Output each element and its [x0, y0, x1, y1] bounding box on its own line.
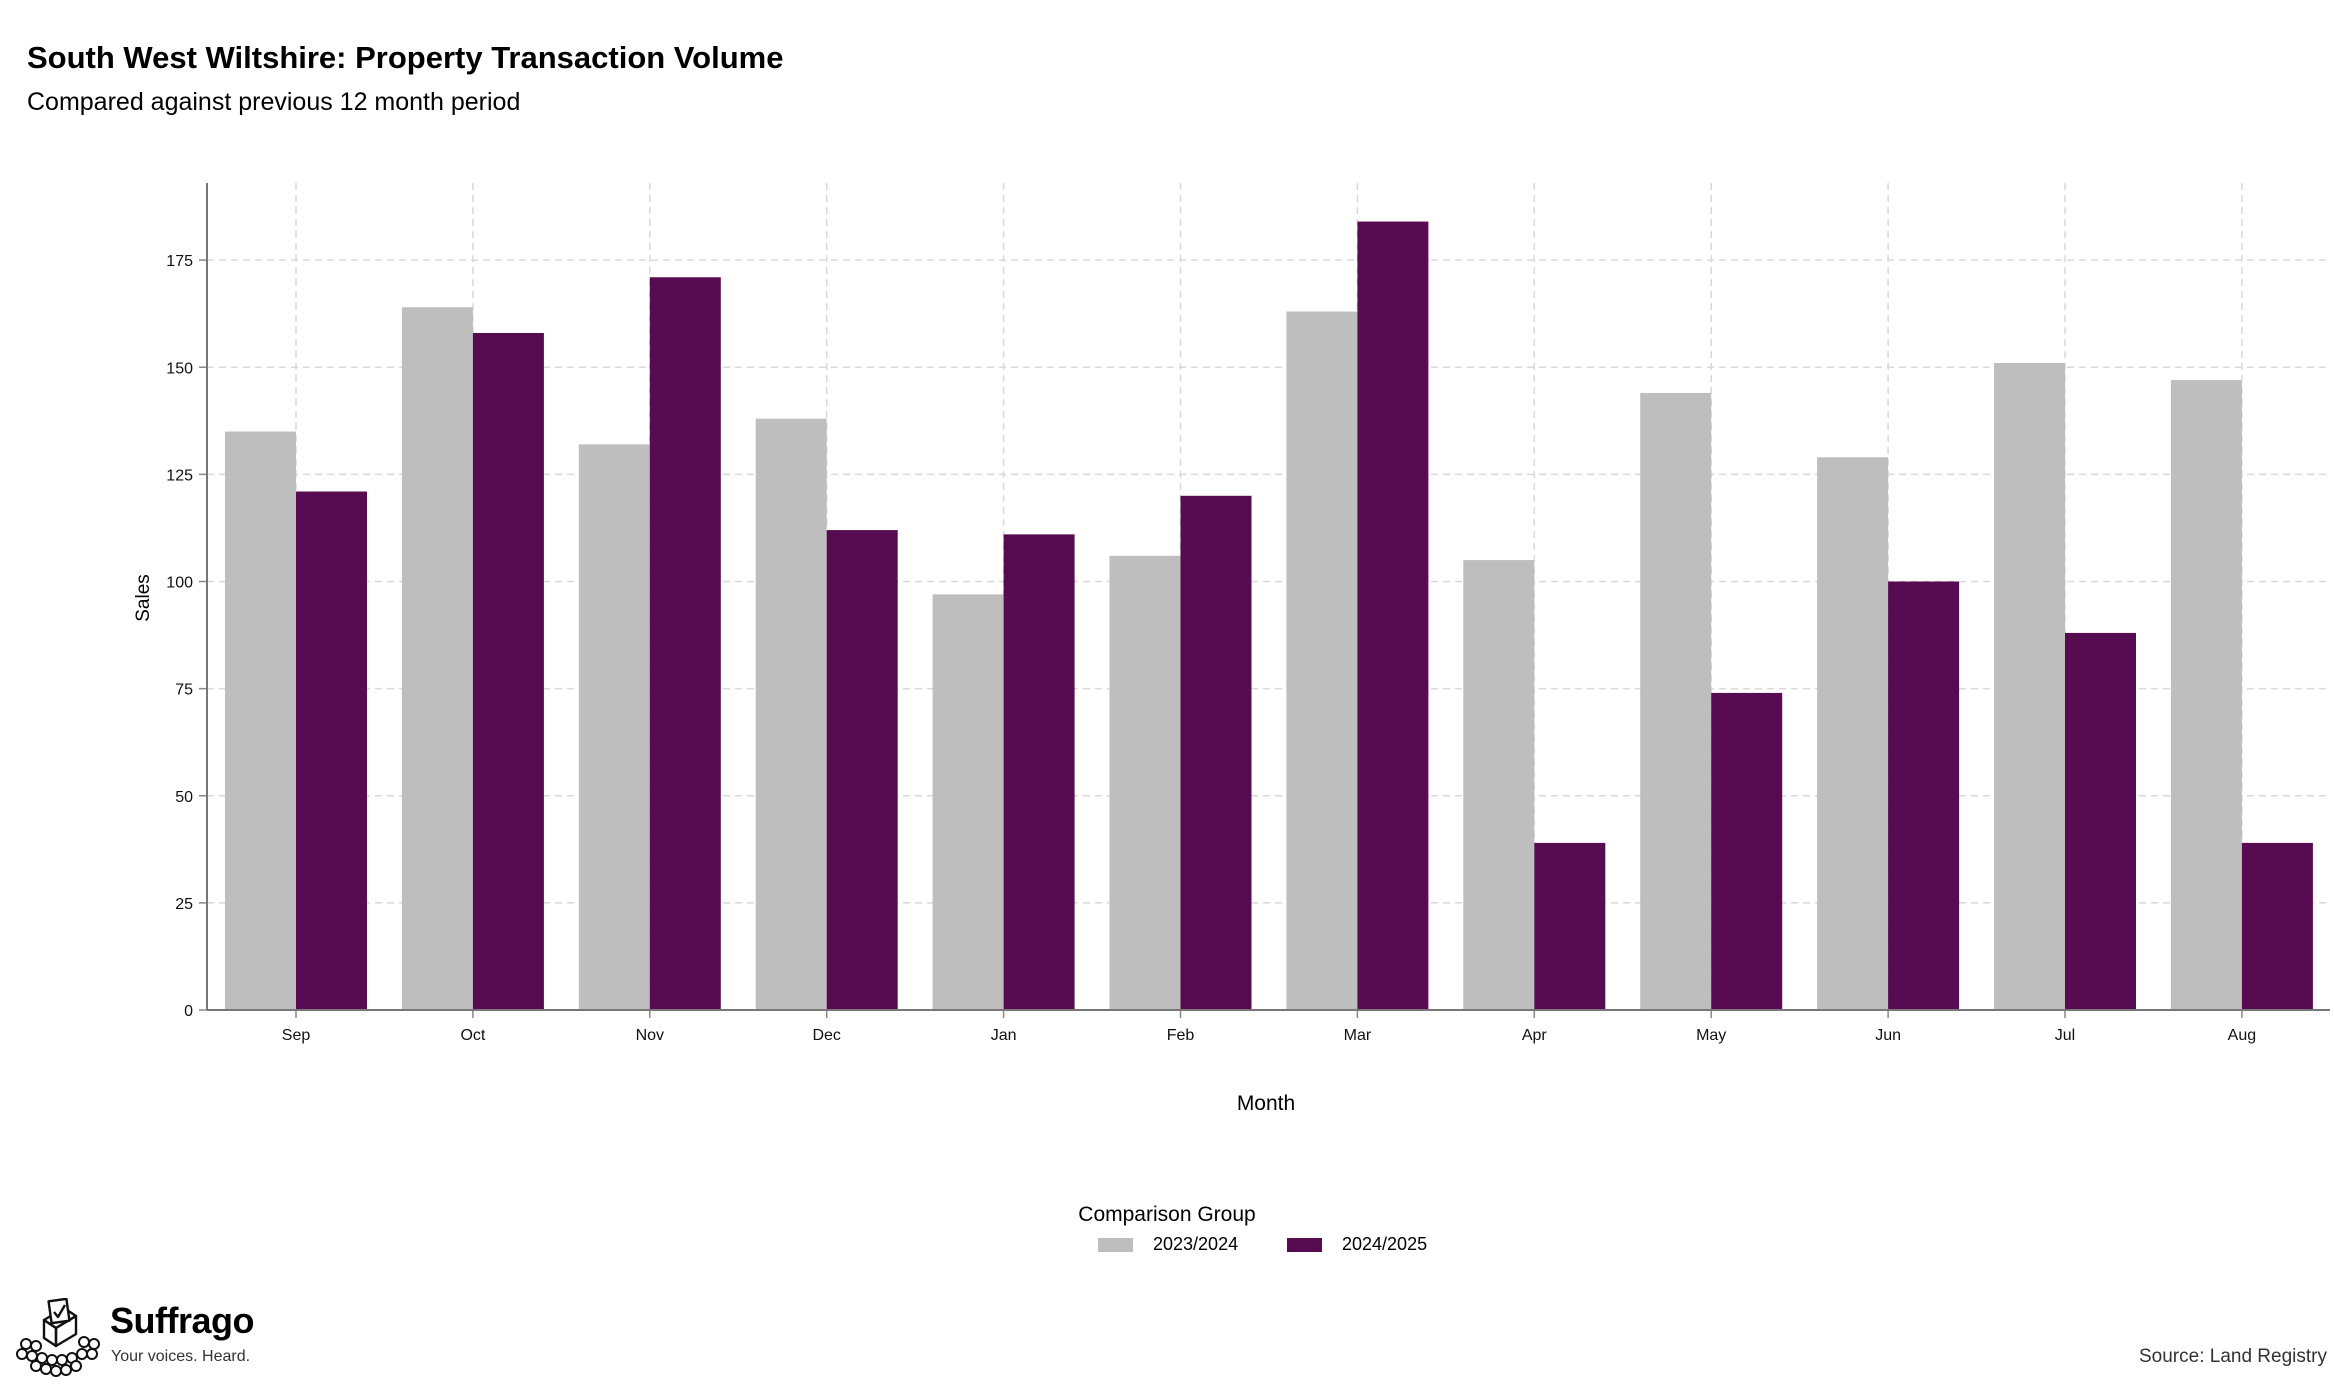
bar-apr-2023-2024 — [1463, 560, 1535, 1010]
bar-nov-2024-2025 — [649, 277, 721, 1011]
bar-sep-2023-2024 — [225, 431, 296, 1010]
x-tick-label-feb: Feb — [1167, 1027, 1195, 1044]
brand-name: Suffrago — [110, 1300, 255, 1341]
chart-subtitle: Compared against previous 12 month perio… — [27, 88, 521, 116]
bar-may-2024-2025 — [1711, 692, 1783, 1010]
x-tick-label-jul: Jul — [2055, 1027, 2075, 1044]
legend-label-2023-2024: 2023/2024 — [1153, 1234, 1239, 1254]
y-tick-label: 0 — [184, 1003, 193, 1020]
y-tick-label: 125 — [166, 467, 193, 484]
bar-chart: 0 25 50 75 100 125 150 175 Sep Oct Nov Dec Jan Feb Mar… — [133, 183, 2330, 1115]
y-tick-label: 175 — [166, 253, 193, 270]
chart-title: South West Wiltshire: Property Transacti… — [27, 40, 784, 75]
legend-swatch-2024-2025 — [1287, 1238, 1322, 1252]
bar-jul-2024-2025 — [2065, 632, 2136, 1010]
bar-oct-2024-2025 — [472, 332, 544, 1010]
source-note: Source: Land Registry — [2139, 1346, 2327, 1367]
bar-apr-2024-2025 — [1534, 842, 1606, 1010]
x-tick-label-jun: Jun — [1875, 1027, 1901, 1044]
legend-label-2024-2025: 2024/2025 — [1342, 1234, 1428, 1254]
x-tick-label-mar: Mar — [1344, 1027, 1372, 1044]
bar-dec-2024-2025 — [826, 530, 898, 1010]
bar-sep-2024-2025 — [296, 491, 367, 1010]
brand-tagline: Your voices. Heard. — [111, 1348, 251, 1365]
bar-jan-2024-2025 — [1003, 534, 1075, 1010]
y-tick-label: 100 — [166, 575, 193, 592]
ballot-box-logo-icon — [16, 1298, 100, 1377]
x-tick-label-dec: Dec — [812, 1027, 840, 1044]
bar-mar-2024-2025 — [1357, 221, 1429, 1011]
y-tick-label: 25 — [175, 896, 193, 913]
x-tick-label-nov: Nov — [636, 1027, 664, 1044]
bar-oct-2023-2024 — [401, 307, 473, 1010]
bar-may-2023-2024 — [1640, 392, 1712, 1010]
tick-labels: 0 25 50 75 100 125 150 175 Sep Oct Nov Dec Jan Feb Mar… — [166, 253, 2256, 1044]
legend-title: Comparison Group — [1078, 1203, 1256, 1226]
x-tick-label-apr: Apr — [1522, 1027, 1548, 1044]
bar-feb-2024-2025 — [1180, 495, 1252, 1010]
x-tick-label-oct: Oct — [460, 1027, 485, 1044]
bar-jun-2023-2024 — [1817, 457, 1889, 1010]
bar-dec-2023-2024 — [755, 418, 827, 1010]
y-tick-label: 150 — [166, 360, 193, 377]
bar-aug-2023-2024 — [2170, 380, 2242, 1011]
bar-nov-2023-2024 — [578, 444, 650, 1010]
x-tick-label-aug: Aug — [2228, 1027, 2256, 1044]
axes — [199, 183, 2330, 1018]
y-tick-label: 50 — [175, 789, 193, 806]
bar-jul-2023-2024 — [1994, 362, 2065, 1011]
bars — [225, 221, 2313, 1011]
legend-swatch-2023-2024 — [1098, 1238, 1133, 1252]
x-tick-label-jan: Jan — [991, 1027, 1017, 1044]
y-tick-label: 75 — [175, 682, 193, 699]
bar-feb-2023-2024 — [1109, 555, 1181, 1010]
x-axis-label: Month — [1237, 1092, 1295, 1115]
x-tick-label-sep: Sep — [282, 1027, 311, 1044]
bar-aug-2024-2025 — [2241, 842, 2313, 1010]
y-axis-label: Sales — [133, 574, 154, 622]
bar-jan-2023-2024 — [932, 594, 1004, 1010]
bar-mar-2023-2024 — [1286, 311, 1358, 1011]
x-tick-label-may: May — [1696, 1027, 1726, 1044]
bar-jun-2024-2025 — [1888, 581, 1960, 1010]
